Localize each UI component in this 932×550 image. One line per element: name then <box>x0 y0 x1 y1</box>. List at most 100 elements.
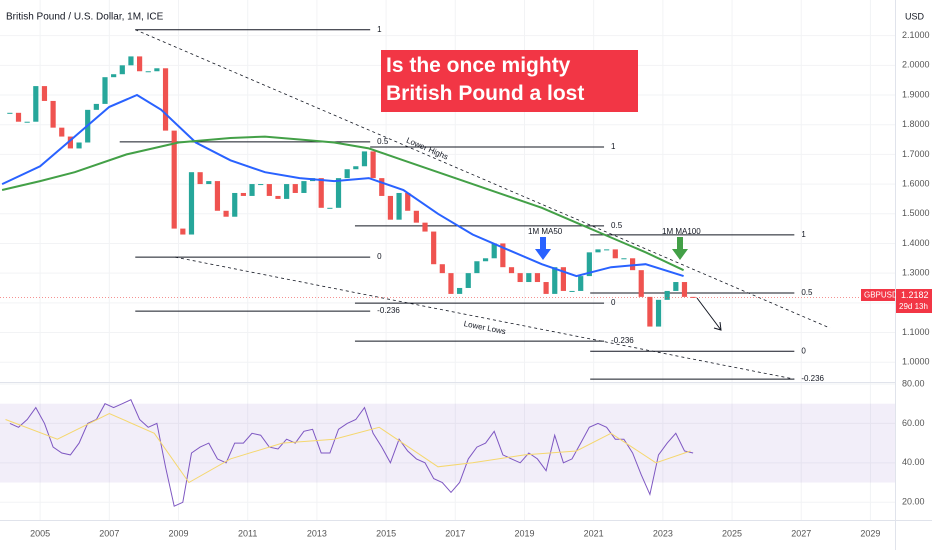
candle <box>162 68 169 131</box>
candle <box>188 172 195 235</box>
candle <box>560 267 566 291</box>
candle <box>154 68 160 72</box>
candle <box>275 195 281 199</box>
candle <box>206 181 212 185</box>
candle <box>413 210 419 223</box>
x-tick-label: 2025 <box>722 528 742 538</box>
candle <box>171 130 177 229</box>
fib-label: 0 <box>801 346 806 355</box>
pane-separator <box>0 382 895 383</box>
candle <box>448 273 454 294</box>
y-tick-label: 1.8000 <box>902 119 930 129</box>
candle <box>439 264 445 274</box>
y-tick-label: 1.1000 <box>902 327 930 337</box>
headline-wrap: Is the once mighty British Pound a lost … <box>386 54 584 112</box>
rsi-band <box>0 403 895 483</box>
fib-label: -0.236 <box>377 306 400 315</box>
candle <box>578 276 584 291</box>
candle <box>128 56 134 66</box>
y-tick-label: 1.9000 <box>902 89 930 99</box>
ma50-arrow <box>535 237 551 260</box>
candle <box>474 261 480 274</box>
last-price: 1.2182 <box>901 290 929 300</box>
time-axis-border <box>0 520 932 521</box>
symbol: GBPUSD <box>864 291 898 300</box>
fib-label: 0.5 <box>611 221 623 230</box>
y-tick-label: 1.4000 <box>902 238 930 248</box>
candle <box>638 270 644 297</box>
x-tick-label: 2007 <box>99 528 119 538</box>
fib-label: -0.236 <box>611 336 634 345</box>
candle <box>491 243 497 259</box>
candle <box>15 112 22 122</box>
candle <box>387 195 394 220</box>
fib-label: 0 <box>377 252 382 261</box>
candle <box>258 184 264 186</box>
candle <box>180 228 186 235</box>
fib-label: 0.5 <box>377 137 389 146</box>
candle <box>465 273 471 288</box>
candle <box>137 56 143 72</box>
candle <box>673 282 679 291</box>
x-tick-label: 2013 <box>307 528 327 538</box>
x-tick-label: 2017 <box>445 528 465 538</box>
candle <box>612 249 618 259</box>
candle <box>50 100 56 128</box>
candle <box>517 273 523 283</box>
currency: USD <box>905 11 925 21</box>
candle <box>102 77 108 104</box>
candle <box>534 273 541 283</box>
y-tick-label: 1.6000 <box>902 178 930 188</box>
x-tick-label: 2023 <box>653 528 673 538</box>
candle <box>500 243 506 268</box>
candle <box>361 151 368 167</box>
fib-label: 1 <box>377 25 382 34</box>
fib-label: 1 <box>801 230 806 239</box>
candle <box>76 142 82 149</box>
x-tick-label: 2019 <box>514 528 534 538</box>
fib-label: -0.236 <box>801 374 824 383</box>
rsi-tick-label: 80.00 <box>902 378 925 388</box>
candle <box>301 181 307 193</box>
trendline <box>135 29 831 329</box>
rsi-ma-line <box>5 412 691 484</box>
candle <box>240 192 246 196</box>
candle <box>681 282 688 297</box>
y-tick-label: 1.0000 <box>902 357 930 367</box>
candle <box>396 192 402 220</box>
candle <box>335 178 342 208</box>
candle <box>405 192 411 211</box>
price-axis-border <box>895 0 896 550</box>
candle <box>629 258 636 271</box>
candle <box>621 258 627 260</box>
candle <box>67 136 73 149</box>
x-tick-label: 2029 <box>860 528 880 538</box>
y-tick-label: 1.3000 <box>902 268 930 278</box>
candle <box>327 207 333 209</box>
fib-label: 0 <box>611 298 616 307</box>
headline-box <box>381 50 638 112</box>
candle <box>119 65 125 75</box>
candle <box>379 178 385 196</box>
candle <box>223 210 229 217</box>
candle <box>344 169 350 179</box>
rsi-line <box>9 399 694 507</box>
candle <box>655 299 662 327</box>
x-tick-label: 2011 <box>238 528 257 538</box>
ma100-label: 1M MA100 <box>662 227 701 236</box>
candle <box>318 178 324 208</box>
candle <box>292 184 298 193</box>
candle <box>647 296 653 327</box>
candle <box>569 290 575 292</box>
candle <box>111 74 117 78</box>
moving-average <box>1 135 685 272</box>
y-tick-label: 1.5000 <box>902 208 930 218</box>
x-tick-label: 2009 <box>169 528 189 538</box>
candle <box>370 151 376 179</box>
candle <box>93 103 99 110</box>
symbol-badge <box>861 289 895 301</box>
candle <box>508 267 515 274</box>
candle <box>664 290 670 300</box>
candle <box>59 127 65 137</box>
